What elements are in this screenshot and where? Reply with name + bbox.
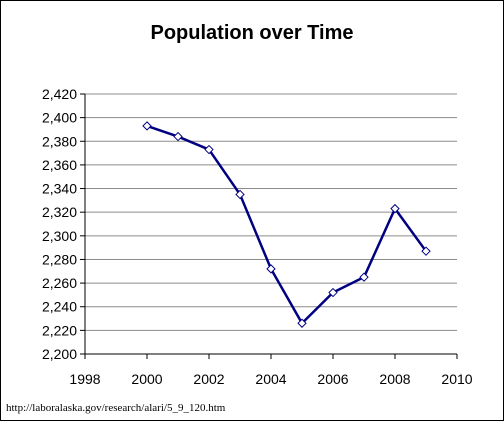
y-tick-label: 2,340 [42, 181, 77, 197]
y-tick-label: 2,320 [42, 204, 77, 220]
x-tick-label: 2002 [193, 371, 224, 387]
data-point-marker [421, 246, 431, 256]
data-point-marker [359, 272, 369, 282]
data-point-marker [235, 189, 245, 200]
data-point-marker [266, 264, 276, 274]
data-point-marker [297, 318, 307, 328]
x-tick-label: 2008 [379, 371, 410, 387]
y-tick-label: 2,220 [42, 322, 77, 338]
x-tick-label: 2004 [255, 371, 286, 387]
x-tick-label: 2006 [317, 371, 348, 387]
y-tick-label: 2,380 [42, 133, 77, 149]
source-url: http://laboralaska.gov/research/alari/5_… [6, 402, 226, 414]
x-tick-label: 2000 [131, 371, 162, 387]
y-tick-label: 2,420 [42, 86, 77, 102]
y-tick-label: 2,260 [42, 275, 77, 291]
x-tick-label: 2010 [441, 371, 472, 387]
chart-title: Population over Time [150, 22, 354, 44]
data-point-marker [328, 287, 338, 298]
y-tick-label: 2,400 [42, 110, 77, 126]
data-point-marker [142, 121, 152, 131]
series-line [146, 124, 428, 325]
x-tick-label: 1998 [69, 371, 100, 387]
y-tick-label: 2,360 [42, 157, 77, 173]
y-tick-label: 2,200 [42, 346, 77, 362]
data-point-marker [390, 203, 400, 214]
y-tick-label: 2,240 [42, 299, 77, 315]
data-point-marker [173, 131, 183, 142]
y-tick-label: 2,280 [42, 251, 77, 267]
y-tick-label: 2,300 [42, 228, 77, 244]
data-point-marker [204, 144, 214, 155]
